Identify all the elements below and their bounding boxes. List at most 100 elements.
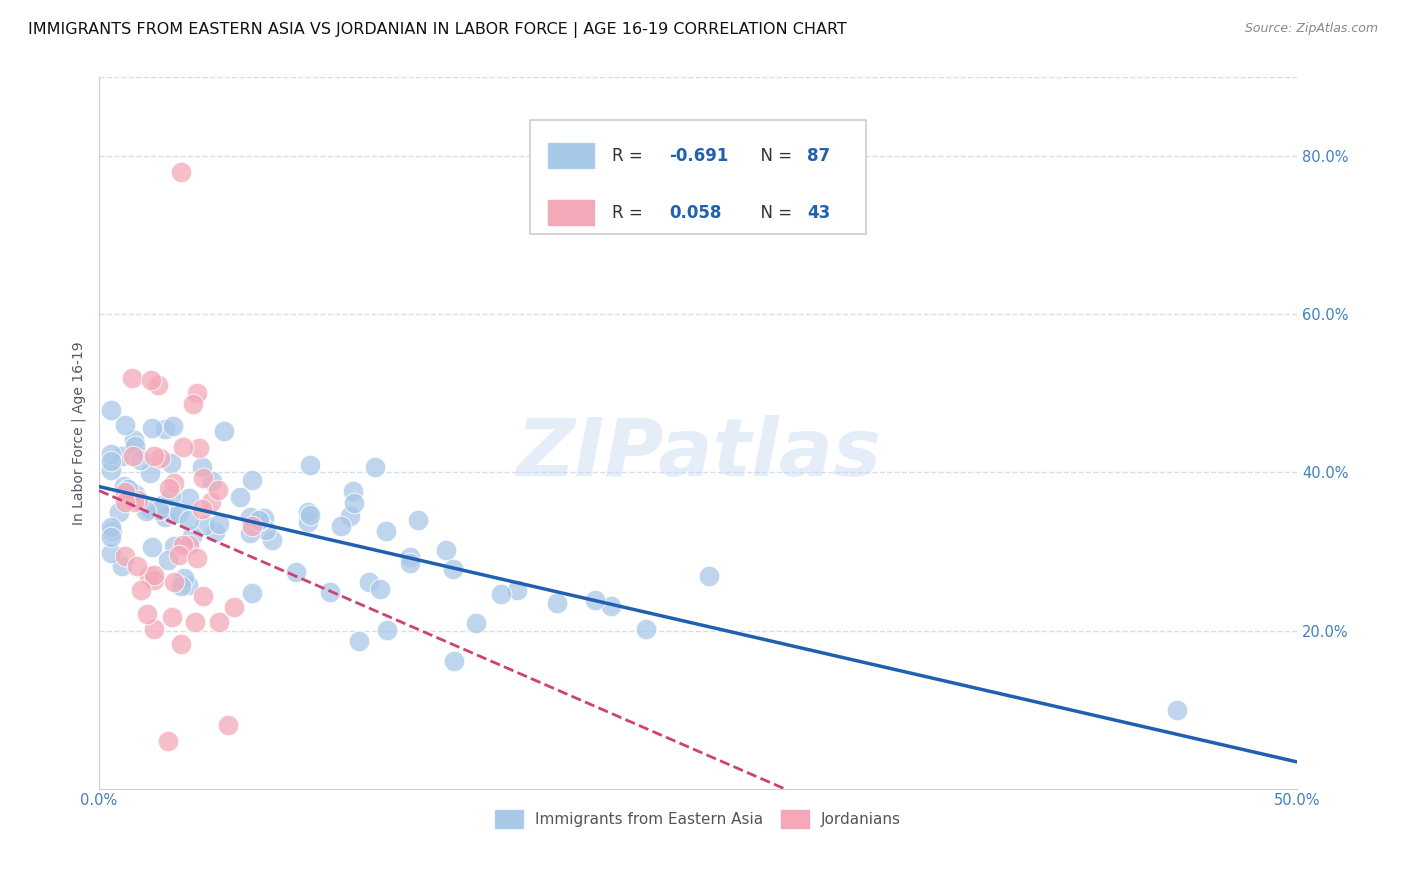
Point (170, 637, 193, 651)
Point (229, 490, 252, 504)
Point (443, 654, 465, 668)
Point (297, 505, 319, 519)
Point (599, 599, 621, 613)
Text: IMMIGRANTS FROM EASTERN ASIA VS JORDANIAN IN LABOR FORCE | AGE 16-19 CORRELATION: IMMIGRANTS FROM EASTERN ASIA VS JORDANIA… (28, 22, 846, 38)
Point (342, 484, 364, 499)
Point (339, 508, 361, 523)
Point (247, 514, 270, 528)
Text: N =: N = (749, 146, 797, 165)
Point (583, 593, 606, 607)
Point (330, 519, 353, 533)
Point (141, 421, 163, 435)
Point (177, 513, 200, 527)
Point (191, 589, 214, 603)
Point (149, 450, 172, 465)
Point (239, 525, 262, 540)
Legend: Immigrants from Eastern Asia, Jordanians: Immigrants from Eastern Asia, Jordanians (489, 805, 907, 834)
Point (121, 450, 143, 464)
Point (465, 615, 488, 630)
Point (100, 402, 122, 417)
Point (100, 463, 122, 477)
FancyBboxPatch shape (548, 200, 593, 226)
Point (285, 565, 308, 579)
Point (114, 549, 136, 563)
Point (100, 546, 122, 560)
Point (204, 525, 226, 540)
Point (125, 558, 148, 573)
Point (434, 543, 457, 558)
Point (124, 487, 146, 501)
Point (162, 540, 184, 554)
FancyBboxPatch shape (530, 120, 866, 234)
Point (319, 585, 342, 599)
Point (491, 587, 513, 601)
Point (697, 569, 720, 583)
Point (139, 466, 162, 480)
Y-axis label: In Labor Force | Age 16-19: In Labor Force | Age 16-19 (72, 341, 86, 524)
Point (177, 578, 200, 592)
Point (124, 439, 146, 453)
Point (299, 508, 322, 523)
Point (191, 502, 214, 516)
Point (100, 447, 122, 461)
Point (122, 434, 145, 448)
Point (343, 496, 366, 510)
Text: -0.691: -0.691 (669, 146, 728, 165)
Point (146, 378, 169, 392)
Point (186, 386, 208, 401)
Point (101, 524, 124, 538)
Point (139, 502, 162, 516)
Point (398, 556, 420, 570)
Point (297, 516, 319, 530)
Point (117, 482, 139, 496)
Point (157, 481, 180, 495)
Point (167, 506, 190, 520)
Point (156, 734, 179, 748)
Point (193, 471, 215, 485)
Point (121, 370, 143, 384)
Point (180, 529, 202, 543)
Point (122, 495, 145, 509)
Point (155, 510, 177, 524)
Point (212, 425, 235, 439)
Point (441, 562, 464, 576)
Point (160, 508, 183, 522)
Point (240, 586, 263, 600)
Point (217, 718, 239, 732)
Point (148, 503, 170, 517)
Point (163, 575, 186, 590)
Point (142, 567, 165, 582)
Point (186, 551, 208, 566)
Point (224, 599, 246, 614)
Point (408, 513, 430, 527)
Point (194, 517, 217, 532)
Point (100, 454, 122, 468)
Point (208, 615, 231, 630)
Point (254, 524, 277, 538)
Point (157, 553, 180, 567)
Point (201, 475, 224, 489)
Text: 43: 43 (807, 203, 831, 221)
Point (247, 513, 270, 527)
Point (298, 458, 321, 472)
Point (374, 524, 396, 538)
Point (138, 568, 160, 582)
Point (112, 479, 135, 493)
Point (107, 505, 129, 519)
Text: N =: N = (749, 203, 797, 221)
Point (114, 495, 136, 509)
Point (239, 510, 262, 524)
Text: R =: R = (612, 203, 648, 221)
Point (364, 460, 387, 475)
Point (110, 450, 132, 464)
Point (190, 460, 212, 475)
Point (172, 440, 194, 454)
Point (172, 538, 194, 552)
Point (110, 559, 132, 574)
Point (207, 483, 229, 498)
Point (142, 573, 165, 587)
Text: 0.058: 0.058 (669, 203, 721, 221)
Point (253, 511, 276, 525)
Point (200, 495, 222, 509)
Point (260, 533, 283, 548)
